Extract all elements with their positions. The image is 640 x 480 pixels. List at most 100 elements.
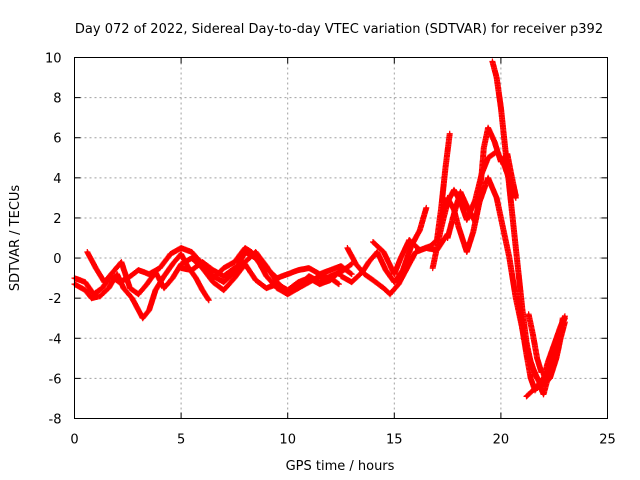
data-point <box>194 276 198 280</box>
data-point <box>233 276 236 280</box>
data-point <box>559 325 562 328</box>
data-point <box>141 317 144 320</box>
data-point <box>512 226 515 230</box>
data-point <box>147 309 151 312</box>
data-point <box>499 160 503 163</box>
data-point <box>555 357 558 360</box>
data-point <box>137 292 140 296</box>
data-point <box>90 296 93 300</box>
data-point <box>83 280 87 284</box>
data-point <box>318 280 321 284</box>
y-axis-label: SDTVAR / TECUs <box>8 185 23 292</box>
data-point <box>158 266 161 270</box>
data-point <box>501 226 505 230</box>
data-point <box>478 200 481 204</box>
y-tick-label: -2 <box>49 292 62 307</box>
data-point <box>486 126 490 129</box>
data-point <box>329 276 332 280</box>
y-tick-label: 0 <box>53 252 61 267</box>
data-point <box>211 280 215 284</box>
data-point <box>546 377 550 380</box>
data-point <box>243 246 247 250</box>
plot-frame <box>74 57 608 419</box>
data-point <box>542 377 545 380</box>
data-point <box>555 337 558 340</box>
series-track-15 <box>525 311 545 376</box>
data-point <box>363 272 366 276</box>
data-point <box>233 266 236 270</box>
data-point <box>540 371 543 374</box>
data-point <box>474 198 477 202</box>
data-point <box>86 250 89 254</box>
data-point <box>307 266 311 270</box>
data-point <box>425 206 428 210</box>
data-point <box>508 186 511 190</box>
data-point <box>154 270 157 274</box>
data-point <box>339 270 343 274</box>
data-point <box>83 288 87 292</box>
data-point <box>440 216 443 220</box>
data-point <box>393 272 396 276</box>
data-point <box>535 357 539 360</box>
data-point <box>563 315 567 318</box>
data-point <box>297 268 300 272</box>
data-point <box>179 262 183 266</box>
data-point <box>435 246 439 250</box>
data-point <box>503 146 507 149</box>
data-point <box>382 286 385 290</box>
data-point <box>137 268 140 272</box>
data-point <box>418 248 422 252</box>
data-point <box>101 286 104 290</box>
data-point <box>145 282 149 286</box>
grid <box>74 57 608 419</box>
y-tick-label: 2 <box>53 212 61 227</box>
data-point <box>376 250 379 254</box>
data-point <box>465 250 468 254</box>
data-point <box>201 260 204 264</box>
x-tick-label: 15 <box>386 433 403 448</box>
data-point <box>482 146 486 149</box>
data-point <box>179 252 183 256</box>
data-point <box>275 286 279 290</box>
data-point <box>275 280 279 284</box>
data-point <box>516 296 520 300</box>
data-point <box>418 228 422 232</box>
data-point <box>179 246 183 250</box>
data-point <box>265 264 268 268</box>
data-point <box>201 266 204 270</box>
x-tick-label: 5 <box>177 433 185 448</box>
series-track-14 <box>523 313 568 400</box>
data-point <box>516 266 520 270</box>
data-point <box>120 260 123 264</box>
data-point <box>337 282 341 286</box>
data-point <box>399 256 402 260</box>
data-point <box>495 196 498 200</box>
x-tick-label: 25 <box>599 433 616 448</box>
data-point <box>350 280 353 284</box>
data-point <box>393 280 396 284</box>
y-tick-label: -6 <box>49 372 62 387</box>
data-point <box>525 395 528 398</box>
x-tick-label: 10 <box>279 433 296 448</box>
data-point <box>286 272 289 276</box>
data-point <box>542 393 545 396</box>
data-point <box>250 250 253 254</box>
data-point <box>371 278 375 282</box>
data-point <box>514 194 518 198</box>
data-point <box>440 226 443 230</box>
data-point <box>465 204 468 208</box>
data-point <box>533 387 537 390</box>
data-point <box>171 276 174 280</box>
data-point <box>452 188 456 192</box>
data-point <box>111 270 115 274</box>
data-point <box>384 268 387 272</box>
data-point <box>207 298 211 302</box>
y-tick-label: -4 <box>49 332 62 347</box>
data-point <box>130 296 134 300</box>
data-point <box>222 266 225 270</box>
data-point <box>531 333 535 336</box>
data-point <box>529 377 532 380</box>
data-point <box>190 268 193 272</box>
data-point <box>397 282 400 286</box>
data-point <box>446 196 449 200</box>
